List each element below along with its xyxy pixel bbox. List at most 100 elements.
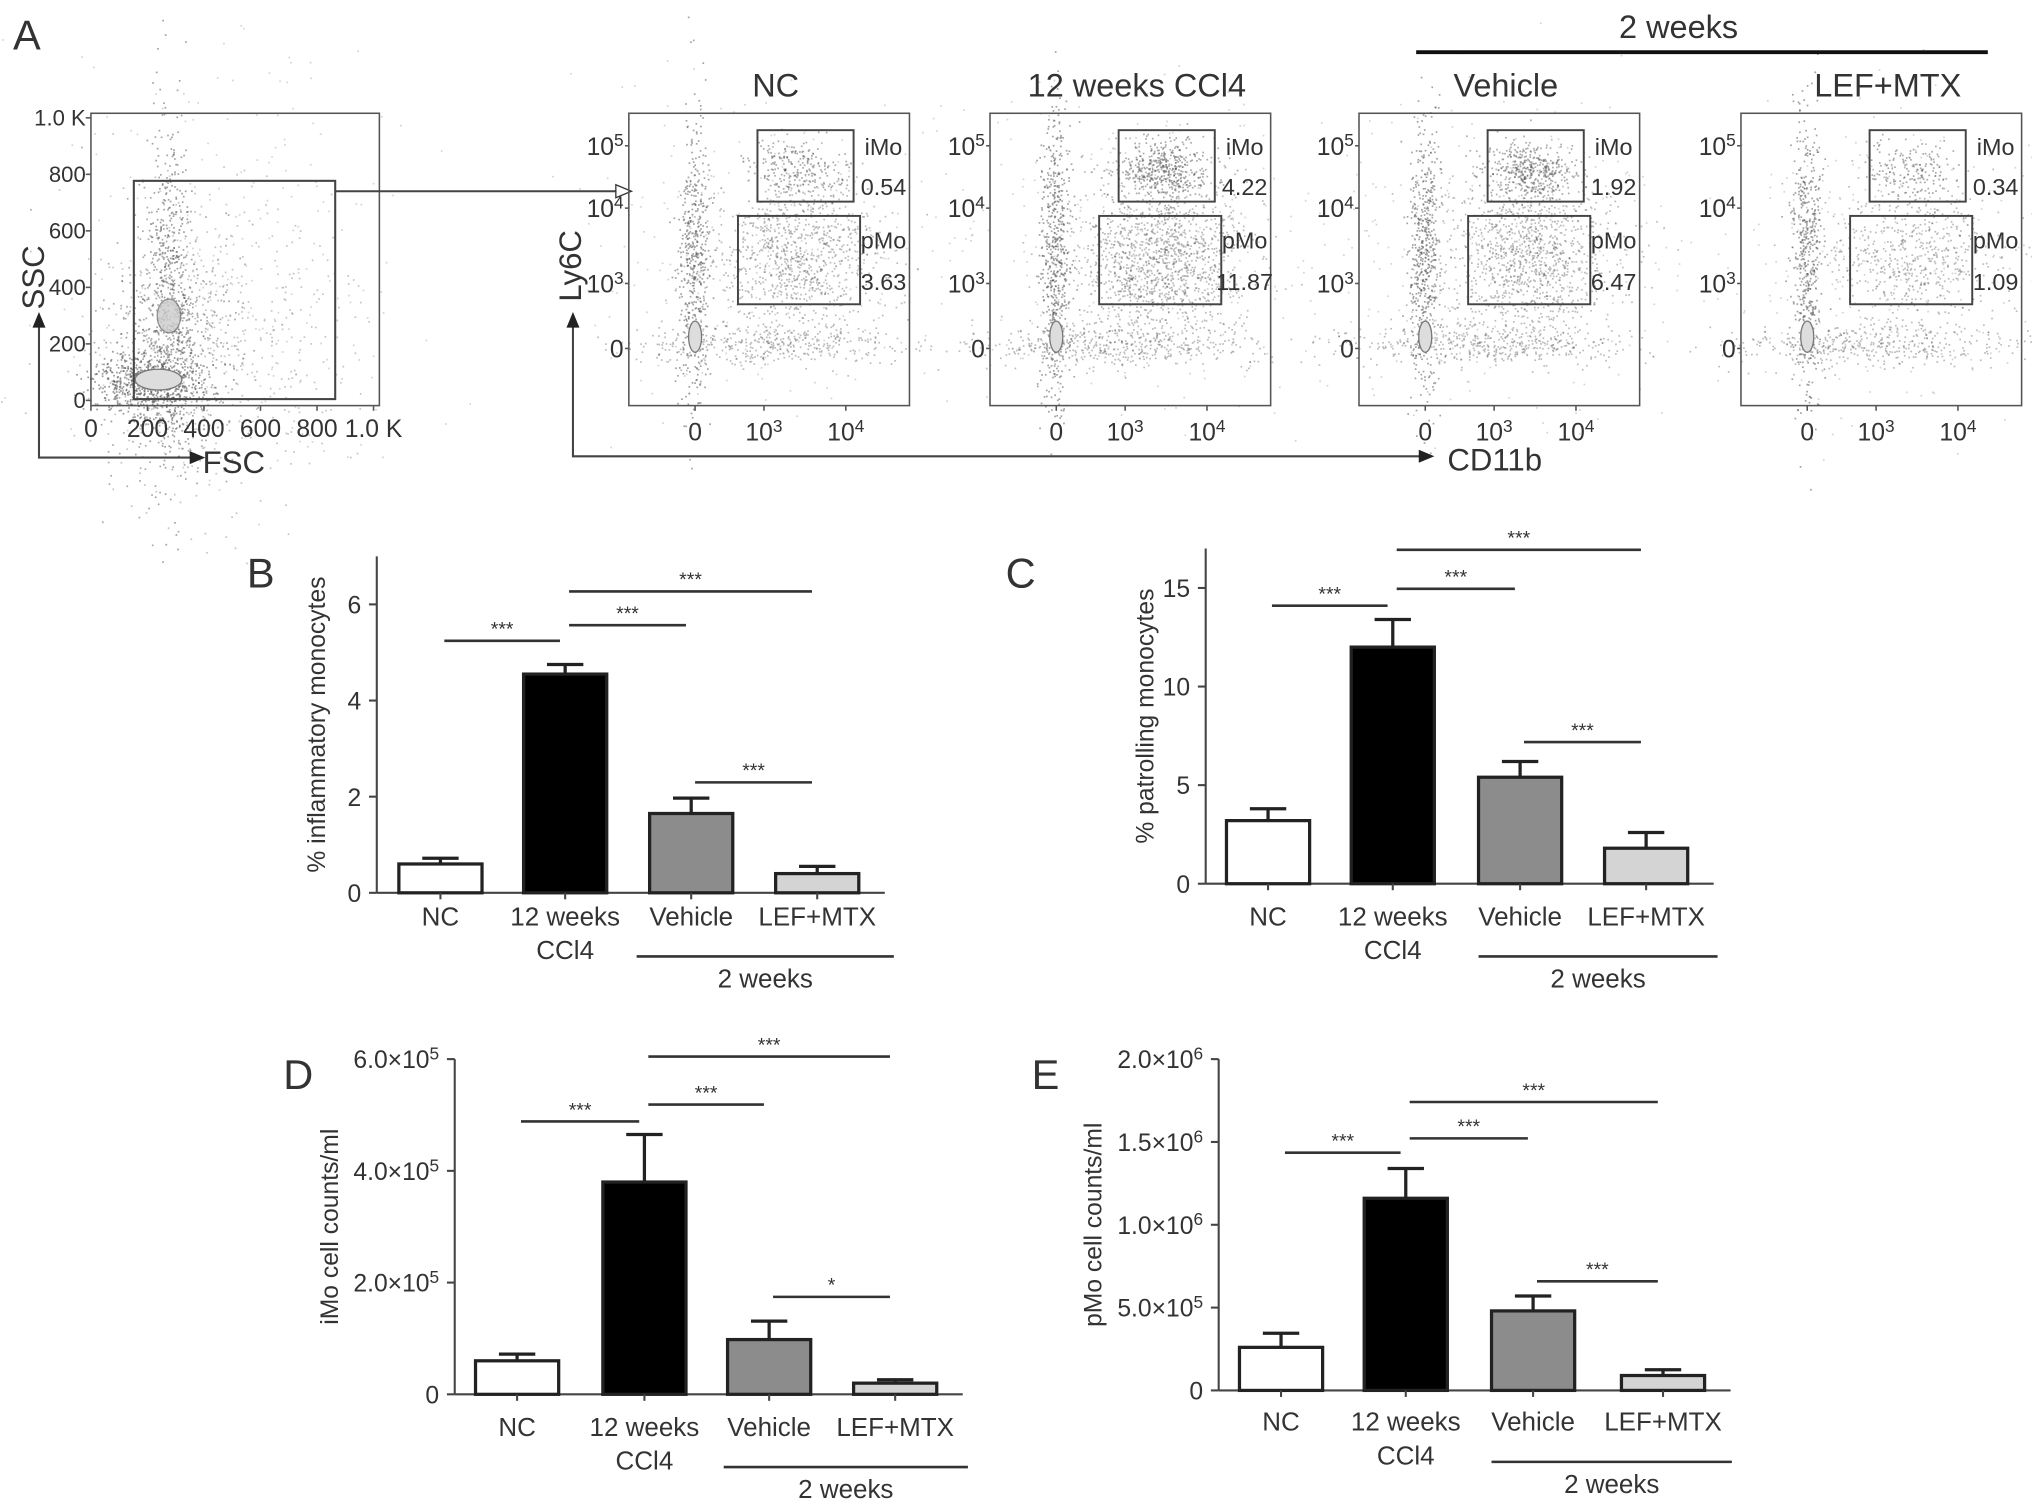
event-dot: [811, 338, 814, 340]
event-dot: [731, 347, 734, 350]
event-dot: [805, 367, 808, 370]
event-dot: [248, 433, 250, 436]
event-dot: [877, 301, 880, 304]
event-dot: [381, 456, 384, 459]
event-dot: [704, 209, 707, 212]
event-dot: [688, 237, 691, 239]
event-dot: [185, 327, 188, 329]
event-dot: [799, 358, 802, 361]
event-dot: [677, 272, 680, 275]
event-dot: [660, 359, 663, 361]
event-dot: [148, 507, 150, 510]
event-dot: [271, 155, 273, 158]
event-dot: [767, 342, 769, 345]
event-dot: [848, 227, 851, 230]
event-dot: [810, 281, 813, 284]
event-dot: [380, 115, 383, 118]
event-dot: [751, 234, 754, 237]
event-dot: [804, 331, 806, 334]
event-dot: [751, 249, 753, 252]
event-dot: [191, 190, 193, 193]
event-dot: [183, 374, 185, 376]
event-dot: [321, 442, 323, 445]
event-dot: [731, 251, 734, 254]
event-dot: [682, 341, 685, 344]
event-dot: [177, 442, 180, 444]
event-dot: [327, 275, 330, 278]
event-dot: [901, 288, 904, 291]
event-dot: [139, 274, 142, 277]
event-dot: [782, 273, 785, 275]
event-dot: [742, 231, 745, 233]
event-dot: [751, 288, 754, 291]
event-dot: [747, 170, 750, 173]
event-dot: [776, 295, 779, 298]
event-dot: [94, 273, 97, 275]
event-dot: [684, 315, 687, 318]
event-dot: [120, 337, 123, 339]
event-dot: [705, 354, 707, 357]
event-dot: [818, 348, 821, 350]
event-dot: [98, 370, 100, 373]
plot-frame: [989, 112, 1272, 407]
event-dot: [879, 298, 882, 301]
event-dot: [178, 371, 181, 374]
event-dot: [165, 352, 167, 355]
event-dot: [119, 353, 122, 356]
event-dot: [162, 219, 165, 222]
event-dot: [172, 412, 175, 415]
event-dot: [142, 370, 144, 372]
event-dot: [193, 409, 196, 411]
event-dot: [207, 142, 209, 145]
event-dot: [713, 192, 715, 195]
event-dot: [727, 344, 730, 347]
event-dot: [139, 238, 142, 240]
event-dot: [672, 328, 674, 331]
event-dot: [90, 378, 92, 380]
event-dot: [697, 171, 699, 173]
event-dot: [823, 165, 826, 167]
event-dot: [798, 236, 801, 239]
event-dot: [116, 352, 119, 355]
event-dot: [804, 173, 807, 176]
event-dot: [767, 290, 770, 292]
event-dot: [661, 347, 664, 350]
event-dot: [699, 262, 701, 265]
event-dot: [784, 150, 787, 153]
event-dot: [167, 350, 170, 353]
event-dot: [223, 372, 226, 375]
event-dot: [113, 380, 115, 383]
event-dot: [704, 155, 707, 157]
event-dot: [166, 404, 168, 406]
event-dot: [200, 405, 202, 408]
event-dot: [874, 336, 877, 338]
event-dot: [122, 367, 125, 369]
event-dot: [154, 266, 157, 268]
event-dot: [798, 320, 801, 322]
event-dot: [690, 260, 692, 262]
event-dot: [177, 201, 180, 204]
event-dot: [767, 175, 769, 178]
event-dot: [181, 222, 184, 225]
event-dot: [107, 324, 110, 327]
event-dot: [144, 369, 146, 372]
event-dot: [803, 269, 806, 272]
event-dot: [178, 340, 181, 342]
panel-label-d: D: [283, 1051, 313, 1098]
event-dot: [160, 347, 162, 350]
event-dot: [110, 360, 112, 362]
event-dot: [140, 369, 142, 371]
event-dot: [203, 314, 206, 316]
event-dot: [173, 247, 175, 249]
event-dot: [112, 302, 115, 305]
event-dot: [729, 347, 732, 350]
panel-label-a: A: [13, 12, 41, 59]
event-dot: [138, 387, 141, 389]
event-dot: [232, 79, 234, 82]
event-dot: [779, 157, 781, 160]
event-dot: [896, 246, 899, 249]
event-dot: [866, 215, 869, 217]
event-dot: [146, 206, 149, 209]
event-dot: [140, 392, 142, 395]
event-dot: [105, 394, 108, 396]
